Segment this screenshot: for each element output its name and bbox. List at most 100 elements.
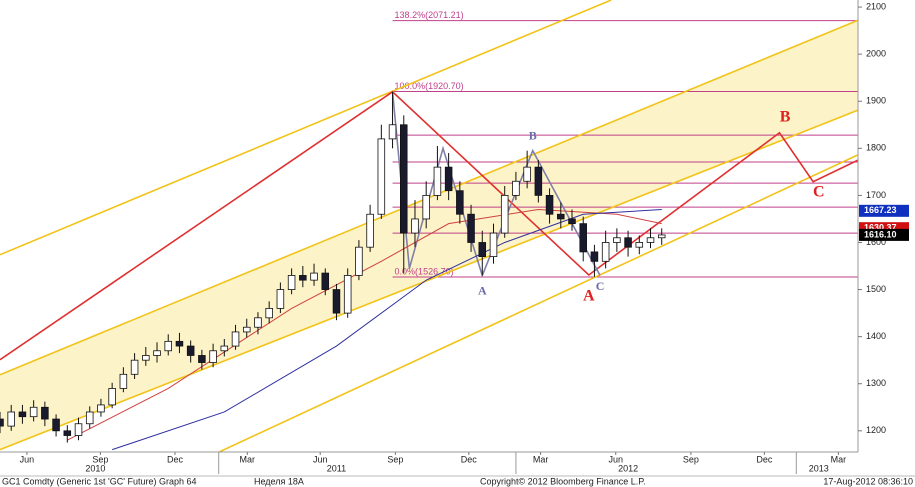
candle-body xyxy=(119,373,128,389)
candle-body xyxy=(399,124,408,234)
annotation: A xyxy=(478,284,487,298)
x-tick-label: Sep xyxy=(683,454,699,464)
candle-body xyxy=(601,242,610,262)
trend-line xyxy=(0,109,858,451)
annotation: C xyxy=(813,184,825,201)
candle-body xyxy=(108,388,116,406)
trend-line xyxy=(0,90,858,361)
candle-body xyxy=(186,345,195,356)
candle-body xyxy=(366,213,374,248)
x-tick-label: Dec xyxy=(756,454,773,464)
footer-copyright: Copyright© 2012 Bloomberg Finance L.P. xyxy=(480,476,646,486)
y-tick-label: 1600 xyxy=(866,237,886,247)
moving-average xyxy=(111,209,662,451)
year-label: 2011 xyxy=(327,463,346,473)
x-tick-label: Mar xyxy=(240,454,256,464)
candle-body xyxy=(635,242,644,248)
candle-body xyxy=(355,246,363,276)
candle-body xyxy=(489,232,498,258)
candle-body xyxy=(433,166,442,196)
candle-body xyxy=(164,340,173,352)
candle-body xyxy=(254,317,262,328)
candle-body xyxy=(52,418,60,432)
candle-body xyxy=(63,430,72,436)
candle-body xyxy=(18,411,27,418)
candle-body xyxy=(545,194,554,215)
annotation: B xyxy=(529,128,537,142)
candle-body xyxy=(299,275,307,281)
candle-body xyxy=(590,251,599,262)
annotation: B xyxy=(780,108,791,125)
candle-body xyxy=(310,272,318,281)
candle-body xyxy=(478,242,487,258)
level-label: 100.0%(1920.70) xyxy=(395,81,464,91)
x-tick-label: Mar xyxy=(533,454,549,464)
candle-body xyxy=(332,289,341,314)
candle-body xyxy=(209,350,217,363)
candle-body xyxy=(265,307,273,319)
candle-body xyxy=(130,359,139,375)
level-label: 138.2%(2071.21) xyxy=(395,10,464,20)
candle-body xyxy=(85,411,94,425)
candle-body xyxy=(568,218,576,225)
candle-body xyxy=(613,237,621,243)
candle-body xyxy=(377,138,386,215)
candle-body xyxy=(142,355,150,361)
y-tick-label: 1800 xyxy=(866,143,886,153)
last-value-label: 1616.10 xyxy=(864,229,897,239)
plot-area: 138.2%(2071.21) 100.0%(1920.70) 0.0%(1526.… xyxy=(0,0,858,452)
candle-body xyxy=(657,234,666,239)
x-tick-label: Dec xyxy=(461,454,478,464)
y-tick-label: 1900 xyxy=(866,96,886,106)
candle-body xyxy=(411,218,419,234)
y-tick-label: 1400 xyxy=(866,331,886,341)
candle-body xyxy=(220,345,229,352)
trend-line xyxy=(217,154,858,452)
y-tick-label: 2100 xyxy=(866,1,886,11)
candle-body xyxy=(97,404,105,413)
footer-week: Неделя 18А xyxy=(254,476,304,486)
candle-body xyxy=(0,418,4,427)
footer-timestamp: 17-Aug-2012 08:36:10 xyxy=(823,476,913,486)
candle-body xyxy=(467,213,475,243)
footer-source: GC1 Comdty (Generic 1st 'GC' Future) Gra… xyxy=(2,476,197,486)
candle-body xyxy=(523,166,531,182)
candle-body xyxy=(153,350,161,356)
trend-line xyxy=(0,0,612,256)
y-tick-label: 1500 xyxy=(866,284,886,294)
candle-body xyxy=(276,289,285,309)
level-label: 0.0%(1526.70) xyxy=(395,266,454,276)
x-tick-label: Dec xyxy=(167,454,184,464)
last-value-box xyxy=(859,204,909,217)
candle-body xyxy=(175,340,184,347)
candle-body xyxy=(456,190,464,215)
candle-body xyxy=(557,213,565,220)
candle-body xyxy=(198,355,206,363)
x-tick-label: Mar xyxy=(831,454,847,464)
candle-body xyxy=(422,194,430,220)
last-value-box xyxy=(859,228,909,241)
candle-body xyxy=(624,237,632,248)
candle-body xyxy=(41,406,49,420)
candle-body xyxy=(74,423,83,436)
last-value-label: 1667.23 xyxy=(864,205,897,215)
y-tick-label: 2000 xyxy=(866,49,886,59)
candle-body xyxy=(231,331,240,347)
year-label: 2012 xyxy=(618,463,638,473)
candle-body xyxy=(534,166,543,196)
candle-body xyxy=(388,124,397,140)
candle-body xyxy=(287,275,296,290)
candle-body xyxy=(512,180,520,196)
y-tick-label: 1200 xyxy=(866,425,886,435)
annotation: C xyxy=(596,279,605,293)
x-tick-label: Jun xyxy=(313,454,328,464)
candle-body xyxy=(7,411,15,427)
candle-body xyxy=(444,166,453,192)
candle-body xyxy=(646,237,655,243)
candle-body xyxy=(343,275,352,314)
candle-body xyxy=(321,272,330,290)
y-tick-label: 1700 xyxy=(866,190,886,200)
y-tick-label: 1300 xyxy=(866,378,886,388)
year-label: 2013 xyxy=(809,463,829,473)
